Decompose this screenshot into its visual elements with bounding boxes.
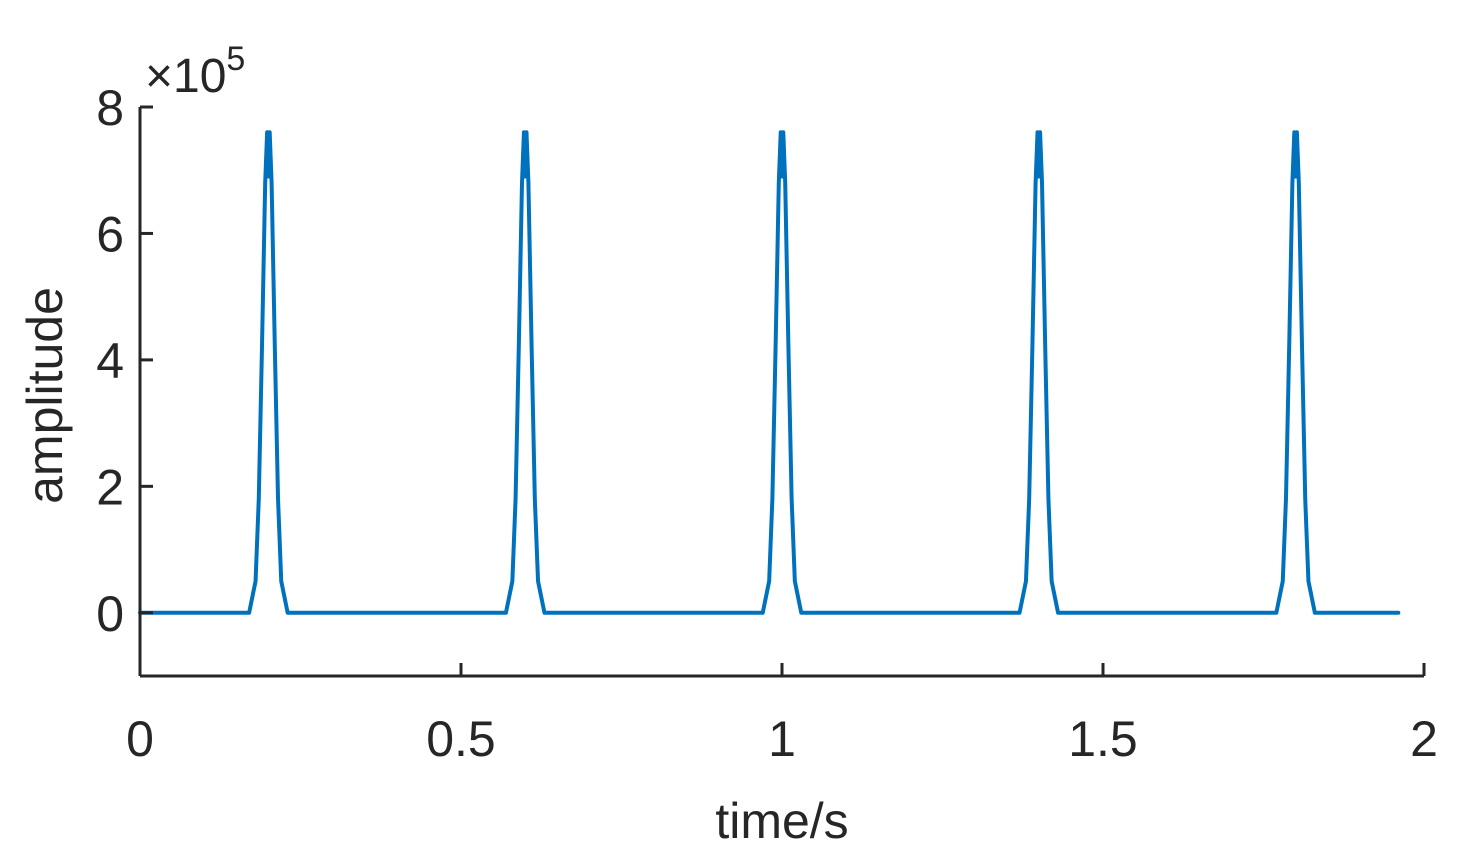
x-tick-label: 0	[126, 711, 154, 767]
x-tick-label: 2	[1410, 711, 1438, 767]
y-tick-label: 4	[96, 333, 124, 389]
x-tick-label: 1.5	[1068, 711, 1138, 767]
series-line	[138, 130, 1401, 615]
x-tick-label: 1	[768, 711, 796, 767]
y-tick-label: 8	[96, 80, 124, 136]
y-ticks: 0 2 4 6 8	[96, 80, 153, 642]
x-tick-label: 0.5	[426, 711, 496, 767]
y-tick-label: 0	[96, 586, 124, 642]
y-exponent-label: ×105	[145, 40, 245, 103]
x-axis-label: time/s	[715, 793, 848, 849]
y-tick-label: 2	[96, 459, 124, 515]
y-axis-label: amplitude	[17, 287, 73, 504]
y-exponent-power: 5	[226, 40, 245, 78]
y-exponent-base: ×10	[145, 50, 226, 103]
plot-area	[138, 130, 1401, 615]
y-tick-label: 6	[96, 206, 124, 262]
x-ticks: 0 0.5 1 1.5 2	[126, 663, 1438, 767]
